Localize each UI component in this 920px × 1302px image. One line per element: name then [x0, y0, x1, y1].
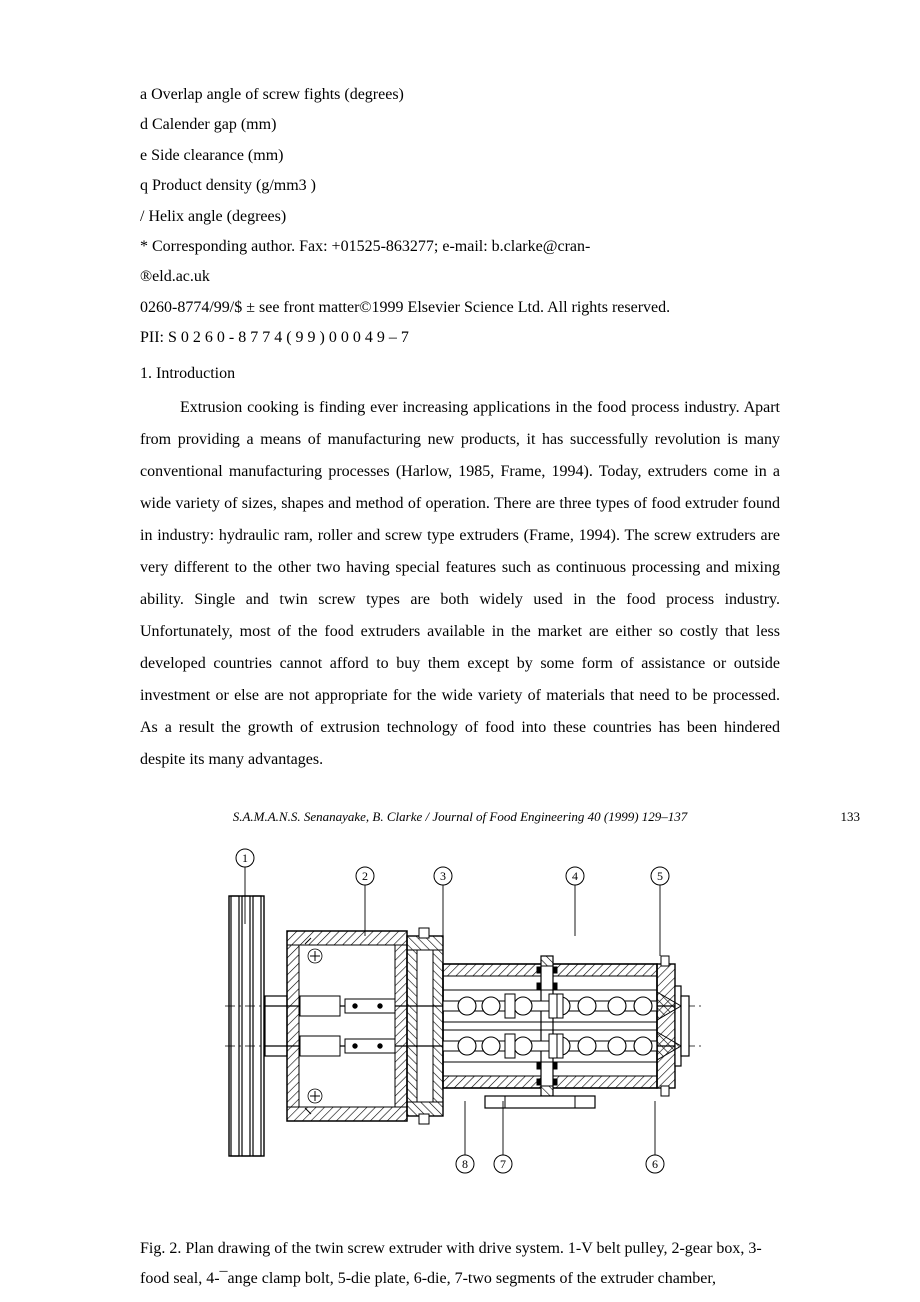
section-1-para-1: Extrusion cooking is finding ever increa… — [140, 392, 780, 776]
page-number: 133 — [841, 804, 861, 830]
figure-2-caption: Fig. 2. Plan drawing of the twin screw e… — [140, 1234, 780, 1295]
figure-2-block: S.A.M.A.N.S. Senanayake, B. Clarke / Jou… — [140, 804, 780, 1186]
svg-text:3: 3 — [440, 869, 446, 883]
copyright-line: 0260-8774/99/$ ± see front matter©1999 E… — [140, 293, 780, 323]
nomenclature-helix: / Helix angle (degrees) — [140, 202, 780, 232]
svg-text:7: 7 — [500, 1157, 506, 1171]
nomenclature-q: q Product density (g/mm3 ) — [140, 171, 780, 201]
svg-text:4: 4 — [572, 869, 578, 883]
svg-text:6: 6 — [652, 1157, 658, 1171]
corresponding-author-1: * Corresponding author. Fax: +01525-8632… — [140, 232, 780, 262]
svg-text:1: 1 — [242, 851, 248, 865]
nomenclature-block: a Overlap angle of screw fights (degrees… — [140, 80, 780, 354]
pii-line: PII: S 0 2 6 0 - 8 7 7 4 ( 9 9 ) 0 0 0 4… — [140, 323, 780, 353]
section-1-heading: 1. Introduction — [140, 358, 780, 390]
nomenclature-a: a Overlap angle of screw fights (degrees… — [140, 80, 780, 110]
figure-running-head: S.A.M.A.N.S. Senanayake, B. Clarke / Jou… — [180, 804, 740, 830]
svg-text:5: 5 — [657, 869, 663, 883]
corresponding-author-2: ®eld.ac.uk — [140, 262, 780, 292]
figure-2-diagram: 1 2 3 4 5 6 7 8 — [205, 836, 715, 1186]
nomenclature-d: d Calender gap (mm) — [140, 110, 780, 140]
running-head-text: S.A.M.A.N.S. Senanayake, B. Clarke / Jou… — [233, 809, 688, 824]
nomenclature-e: e Side clearance (mm) — [140, 141, 780, 171]
svg-text:8: 8 — [462, 1157, 468, 1171]
svg-text:2: 2 — [362, 869, 368, 883]
